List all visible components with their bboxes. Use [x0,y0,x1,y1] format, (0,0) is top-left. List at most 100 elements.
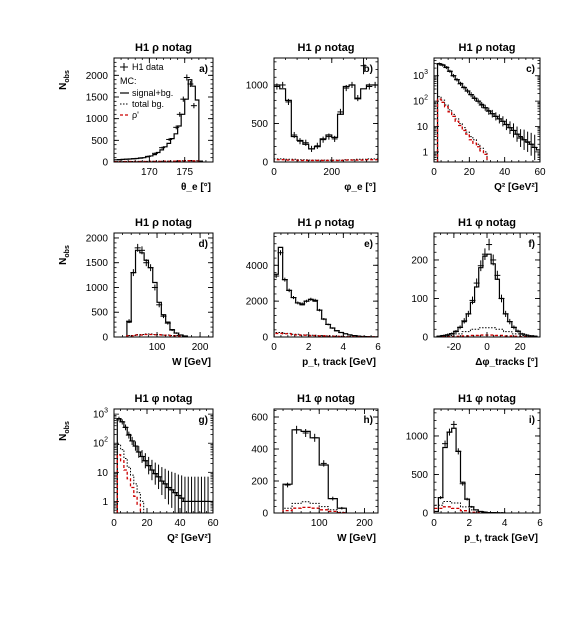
y-tick-label: 4000 [246,261,269,272]
y-tick-label: 0 [262,333,268,344]
y-tick-label: 500 [91,308,108,319]
y-tick-label: 100 [411,294,428,305]
panel-title: H1 ρ notag [459,42,516,54]
x-tick-label: 20 [141,518,153,529]
x-tick-label: -20 [447,342,462,353]
x-tick-label: 0 [111,518,117,529]
plot-area [436,238,538,337]
y-axis-label-text: Nobs [58,70,71,90]
y-tick-label: 1000 [406,431,429,442]
y-tick-label: 0 [262,158,268,169]
total-bg-histogram [282,501,347,513]
x-tick-label: 0 [431,518,437,529]
x-axis-label: p_t, track [GeV] [302,357,376,368]
x-tick-label: 200 [323,167,340,178]
legend-signal-label: signal+bg. [132,88,173,98]
panel-label: c) [526,64,535,75]
legend-mc-label: MC: [120,76,137,86]
y-tick-label: 102 [413,95,428,108]
panel-label: d) [199,239,208,250]
x-tick-label: 2 [306,342,312,353]
x-tick-label: 175 [176,167,193,178]
chart-panel-c: 0 20 40 60 1 10 102 103 H1 ρ notag c) Q² [GeV²] [413,42,546,193]
x-tick-label: 0 [271,167,277,178]
y-axis-label: Nobs [58,245,71,265]
panel-label: b) [364,64,373,75]
y-tick-label: 10 [417,122,429,133]
plot-area [274,246,378,337]
panel-title: H1 φ notag [458,217,516,229]
rho-prime-histogram [436,98,488,162]
rho-prime-histogram [282,506,347,513]
y-tick-label: 102 [93,437,108,450]
chart-panel-h: 100 200 0 200 400 600 H1 φ notag h) W [GeV] [251,393,379,544]
x-tick-label: 100 [149,342,166,353]
x-axis-label: φ_e [°] [344,182,376,193]
plot-frame [273,57,379,163]
y-tick-label: 1500 [86,258,109,269]
x-axis-label: W [GeV] [337,533,376,544]
x-axis-label: θ_e [°] [181,182,211,193]
panel-label: i) [529,415,535,426]
chart-panel-i: 0 2 4 6 0 500 1000 H1 φ notag i) p_t, track [GeV] [406,393,543,544]
y-axis-label-text: Nobs [58,245,71,265]
x-tick-label: 100 [311,518,328,529]
y-tick-label: 2000 [86,71,109,82]
y-tick-label: 1500 [86,93,109,104]
y-tick-label: 1 [422,147,428,158]
x-tick-label: 200 [192,342,209,353]
x-tick-label: 170 [141,167,158,178]
x-tick-label: 2 [467,518,473,529]
x-tick-label: 200 [356,518,373,529]
y-tick-label: 0 [262,509,268,520]
y-tick-label: 200 [411,255,428,266]
signal-bg-histogram [274,84,378,162]
y-tick-label: 0 [102,333,108,344]
rho-prime-histogram [274,332,378,337]
panel-label: h) [364,415,373,426]
signal-bg-histogram [282,429,347,513]
plot-frame [433,232,541,338]
panel-label: g) [199,415,208,426]
panel-title: H1 φ notag [297,393,355,405]
panel-label: e) [364,239,373,250]
y-tick-label: 400 [251,445,268,456]
x-tick-label: 60 [207,518,219,529]
y-tick-label: 200 [251,477,268,488]
plot-area [434,420,506,513]
legend-total-bg-label: total bg. [132,99,164,109]
panel-title: H1 ρ notag [135,42,192,54]
y-tick-label: 1 [102,497,108,508]
plot-frame [273,408,379,514]
chart-panel-e: 0 2 4 6 0 2000 4000 H1 ρ notag e) p_t, track [GeV… [246,217,381,368]
chart-panel-a: 170 175 0 500 1000 1500 2000 H1 ρ notag a) θ_e [°… [86,42,214,193]
panel-title: H1 φ notag [458,393,516,405]
plot-area [282,425,347,513]
plot-frame [113,408,214,514]
rho-prime-histogram [274,159,378,162]
plot-frame [113,232,214,338]
y-tick-label: 600 [251,413,268,424]
y-tick-label: 500 [251,119,268,130]
signal-bg-histogram [274,246,378,337]
x-tick-label: 4 [341,342,347,353]
y-tick-label: 2000 [86,233,109,244]
legend: H1 data MC: signal+bg.total bg.ρ' [120,62,173,120]
x-tick-label: 20 [464,167,476,178]
plot-area [115,416,213,513]
plot-area [274,58,378,162]
panel-title: H1 φ notag [135,393,193,405]
x-tick-label: 6 [537,518,543,529]
y-axis-label: Nobs [58,421,71,441]
x-tick-label: 0 [484,342,490,353]
x-tick-label: 40 [174,518,186,529]
y-tick-label: 1000 [246,80,269,91]
panel-title: H1 ρ notag [298,42,355,54]
x-axis-label: Q² [GeV²] [167,533,211,544]
total-bg-histogram [116,444,145,513]
x-tick-label: 40 [499,167,511,178]
y-axis-label-text: Nobs [58,421,71,441]
plot-area [126,243,189,337]
